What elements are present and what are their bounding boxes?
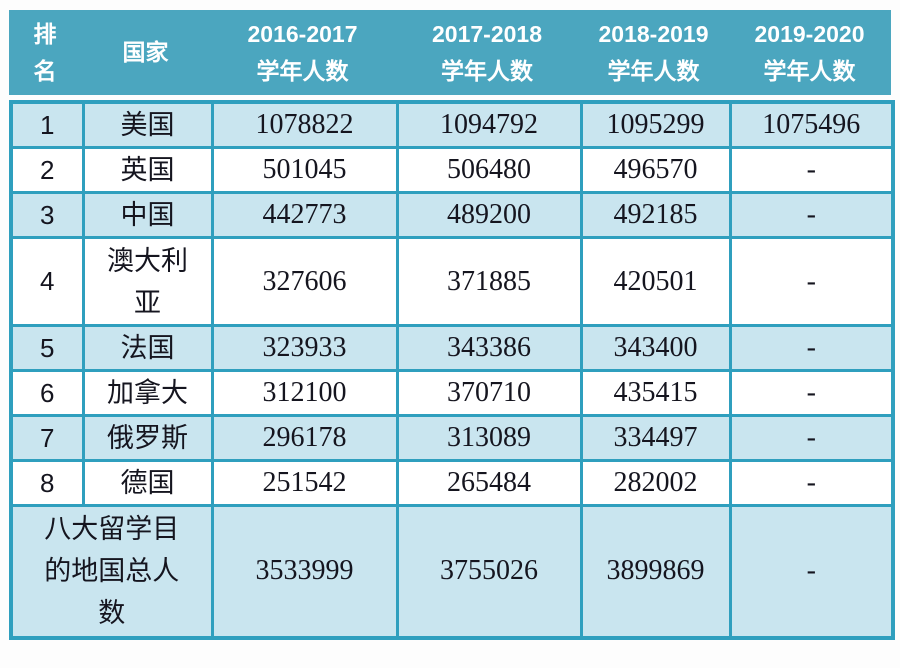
rank-cell: 4	[9, 236, 85, 327]
value-cell: 1078822	[210, 100, 399, 149]
value-cell: 1094792	[395, 100, 583, 149]
total-label-cell: 八大留学目 的地国总人 数	[9, 504, 214, 639]
table-row-usa: 1 美国 1078822 1094792 1095299 1075496	[9, 100, 895, 149]
rank-cell: 8	[9, 459, 85, 507]
rank-cell: 6	[9, 369, 85, 417]
study-abroad-table: 排 名 国家 2016-2017 学年人数 2017-2018 学年人数 201…	[9, 10, 895, 640]
country-cell: 美国	[81, 100, 214, 149]
country-cell: 英国	[81, 146, 214, 194]
value-cell: -	[728, 324, 895, 372]
value-cell: 3533999	[210, 504, 399, 639]
value-cell: 371885	[395, 236, 583, 327]
value-cell: 296178	[210, 414, 399, 462]
value-cell: 1095299	[579, 100, 732, 149]
value-cell: 313089	[395, 414, 583, 462]
value-cell: 506480	[395, 146, 583, 194]
header-cell-rank: 排 名	[33, 20, 57, 84]
table-row-france: 5 法国 323933 343386 343400 -	[9, 324, 895, 372]
value-cell: 435415	[579, 369, 732, 417]
table-body: 1 美国 1078822 1094792 1095299 1075496 2 英…	[9, 100, 895, 640]
value-cell: -	[728, 369, 895, 417]
value-cell: -	[728, 504, 895, 639]
table-row-canada: 6 加拿大 312100 370710 435415 -	[9, 369, 895, 417]
country-cell: 德国	[81, 459, 214, 507]
rank-cell: 7	[9, 414, 85, 462]
table-row-australia: 4 澳大利 亚 327606 371885 420501 -	[9, 236, 895, 327]
header-cell-2016-2017: 2016-2017 学年人数	[247, 20, 358, 84]
country-cell: 加拿大	[81, 369, 214, 417]
value-cell: 489200	[395, 191, 583, 239]
value-cell: 327606	[210, 236, 399, 327]
rank-cell: 5	[9, 324, 85, 372]
value-cell: 282002	[579, 459, 732, 507]
rank-cell: 3	[9, 191, 85, 239]
header-cell-2019-2020: 2019-2020 学年人数	[754, 20, 865, 84]
value-cell: 312100	[210, 369, 399, 417]
header-cell-2018-2019: 2018-2019 学年人数	[598, 20, 709, 84]
table-row-china: 3 中国 442773 489200 492185 -	[9, 191, 895, 239]
value-cell: 496570	[579, 146, 732, 194]
value-cell: -	[728, 146, 895, 194]
value-cell: 370710	[395, 369, 583, 417]
header-cell-2017-2018: 2017-2018 学年人数	[432, 20, 542, 84]
value-cell: 265484	[395, 459, 583, 507]
value-cell: 323933	[210, 324, 399, 372]
country-cell: 中国	[81, 191, 214, 239]
country-cell: 法国	[81, 324, 214, 372]
value-cell: 343386	[395, 324, 583, 372]
value-cell: 420501	[579, 236, 732, 327]
value-cell: 251542	[210, 459, 399, 507]
value-cell: 343400	[579, 324, 732, 372]
value-cell: 501045	[210, 146, 399, 194]
header-cell-country: 国家	[122, 39, 169, 65]
value-cell: -	[728, 414, 895, 462]
value-cell: 1075496	[728, 100, 895, 149]
value-cell: -	[728, 236, 895, 327]
value-cell: 334497	[579, 414, 732, 462]
value-cell: 3899869	[579, 504, 732, 639]
value-cell: 442773	[210, 191, 399, 239]
rank-cell: 1	[9, 100, 85, 149]
country-cell: 澳大利 亚	[81, 236, 214, 327]
table-row-russia: 7 俄罗斯 296178 313089 334497 -	[9, 414, 895, 462]
table-row-uk: 2 英国 501045 506480 496570 -	[9, 146, 895, 194]
table-row-total: 八大留学目 的地国总人 数 3533999 3755026 3899869 -	[9, 504, 895, 639]
country-cell: 俄罗斯	[81, 414, 214, 462]
value-cell: 3755026	[395, 504, 583, 639]
table-header-row: 排 名 国家 2016-2017 学年人数 2017-2018 学年人数 201…	[9, 10, 891, 95]
rank-cell: 2	[9, 146, 85, 194]
value-cell: -	[728, 191, 895, 239]
table-row-germany: 8 德国 251542 265484 282002 -	[9, 459, 895, 507]
value-cell: -	[728, 459, 895, 507]
value-cell: 492185	[579, 191, 732, 239]
